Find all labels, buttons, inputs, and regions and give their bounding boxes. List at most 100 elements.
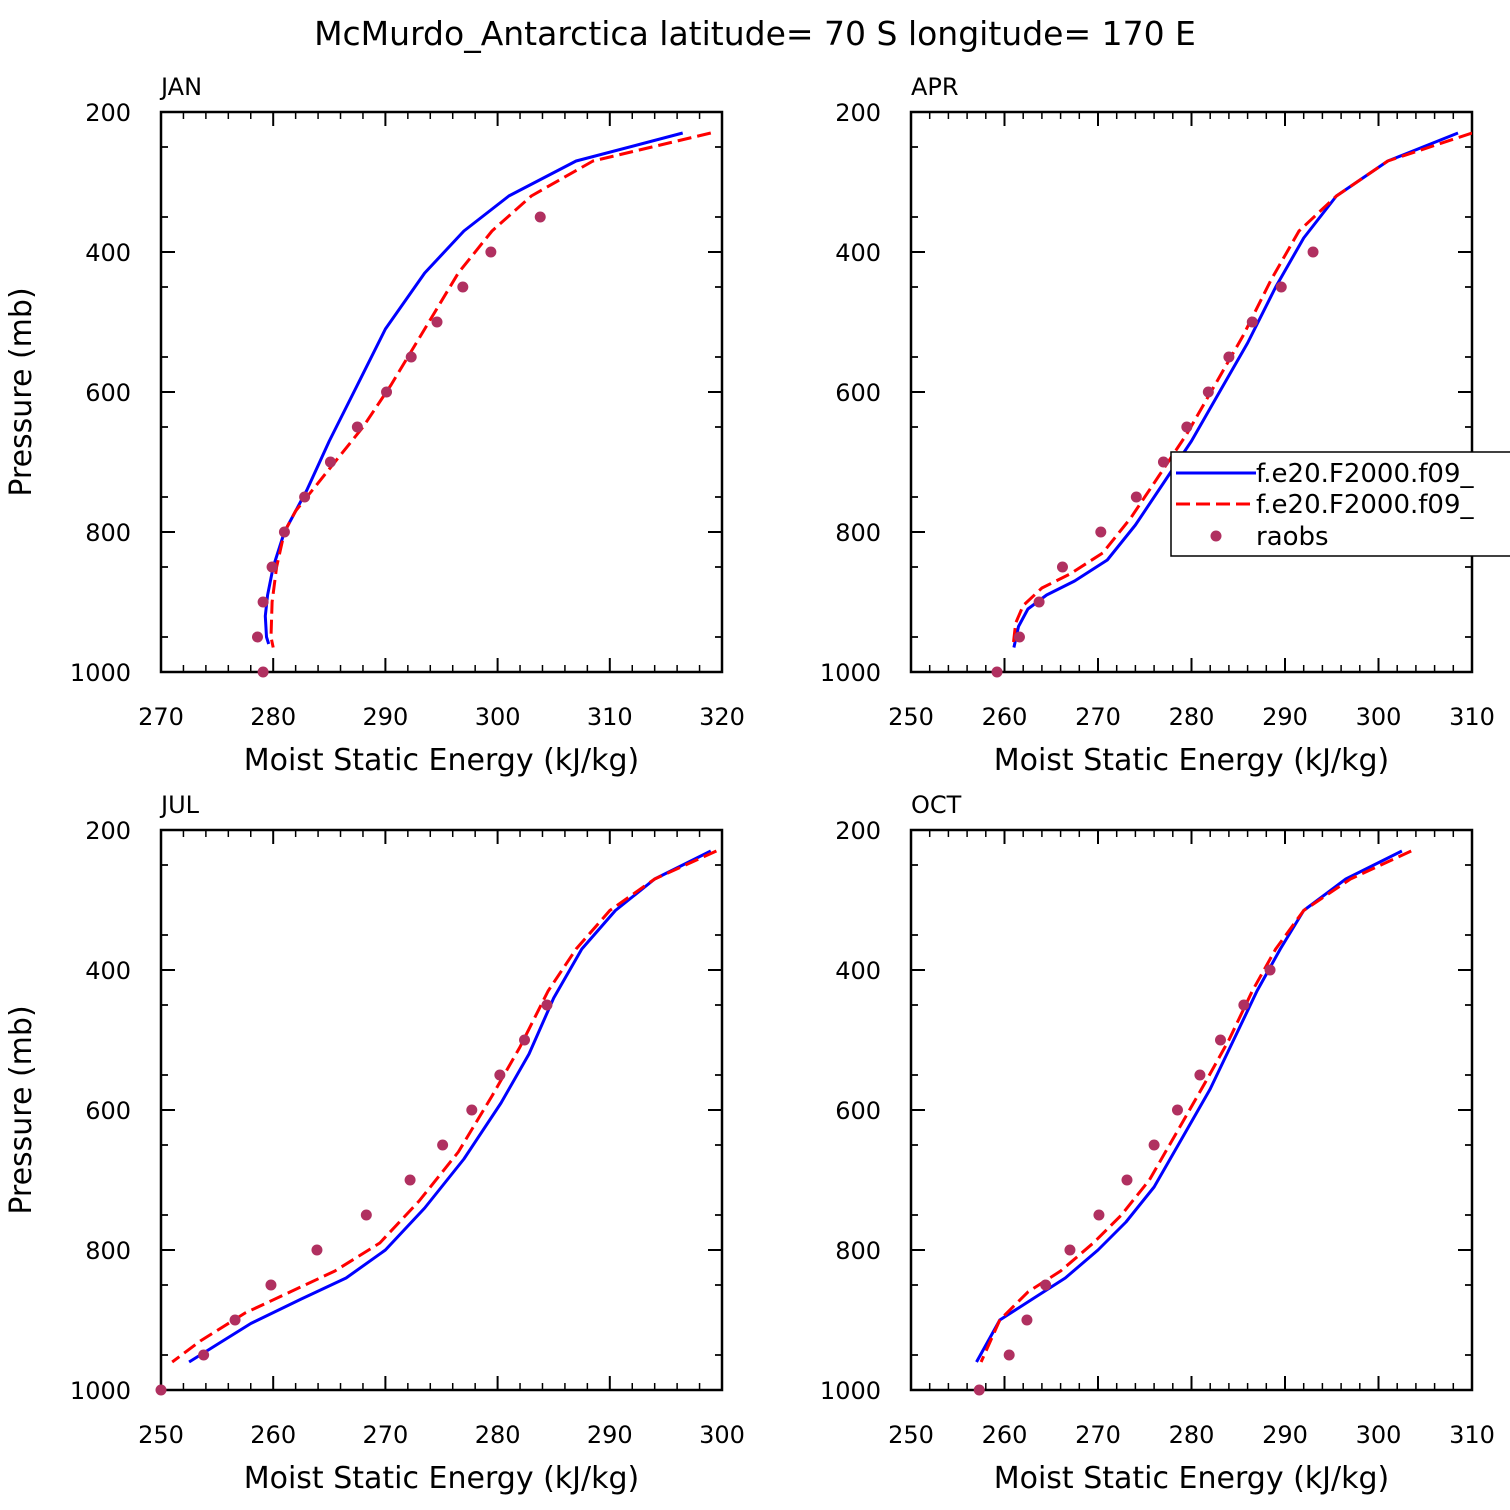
x-tick-label: 280: [1169, 703, 1215, 731]
panel-label: APR: [911, 73, 959, 101]
raobs-point: [229, 1314, 241, 1326]
raobs-point: [1064, 1244, 1076, 1256]
legend-marker: [1210, 530, 1222, 542]
raobs-point: [1013, 631, 1025, 643]
y-tick-label: 800: [85, 1237, 131, 1265]
raobs-point: [1021, 1314, 1033, 1326]
x-axis-label: Moist Static Energy (kJ/kg): [994, 1461, 1390, 1496]
raobs-point: [155, 1384, 167, 1396]
raobs-point: [198, 1349, 210, 1361]
y-tick-label: 600: [835, 1097, 881, 1125]
raobs-point: [1171, 1104, 1183, 1116]
panel-label: JAN: [159, 73, 202, 101]
raobs-point: [1130, 491, 1142, 503]
x-tick-label: 260: [982, 1421, 1028, 1449]
raobs-point: [360, 1209, 372, 1221]
raobs-point: [1033, 596, 1045, 608]
raobs-point: [1223, 351, 1235, 363]
plot-frame: [159, 828, 724, 1392]
raobs-point: [404, 1174, 416, 1186]
raobs-point: [311, 1244, 323, 1256]
raobs-point: [1121, 1174, 1133, 1186]
x-tick-label: 300: [699, 1421, 745, 1449]
y-tick-label: 800: [835, 1237, 881, 1265]
x-axis-label: Moist Static Energy (kJ/kg): [244, 743, 640, 778]
raobs-point: [1238, 999, 1250, 1011]
raobs-point: [1095, 526, 1107, 538]
model-line-solid: [188, 849, 712, 1364]
x-tick-label: 290: [362, 703, 408, 731]
raobs-point: [278, 526, 290, 538]
y-tick-label: 600: [85, 1097, 131, 1125]
plot-frame: [159, 110, 724, 674]
raobs-point: [266, 561, 278, 573]
raobs-point: [1093, 1209, 1105, 1221]
x-tick-label: 270: [362, 1421, 408, 1449]
y-tick-label: 800: [835, 519, 881, 547]
x-tick-label: 250: [888, 703, 934, 731]
x-tick-label: 270: [1075, 703, 1121, 731]
raobs-point: [1246, 316, 1258, 328]
panel-label: JUL: [159, 791, 200, 819]
raobs-point: [437, 1139, 449, 1151]
plot-frame: [909, 110, 1474, 674]
y-tick-label: 1000: [70, 1377, 131, 1405]
model-line-solid: [263, 131, 684, 645]
y-tick-label: 200: [835, 817, 881, 845]
raobs-point: [485, 246, 497, 258]
x-tick-label: 320: [699, 703, 745, 731]
raobs-point: [519, 1034, 531, 1046]
raobs-point: [351, 421, 363, 433]
raobs-point: [381, 386, 393, 398]
x-tick-label: 280: [475, 1421, 521, 1449]
raobs-point: [405, 351, 417, 363]
y-tick-label: 400: [85, 239, 131, 267]
x-tick-label: 310: [1449, 1421, 1495, 1449]
x-tick-label: 300: [475, 703, 521, 731]
y-tick-label: 1000: [820, 659, 881, 687]
legend-label: f.e20.F2000.f09_: [1256, 490, 1474, 520]
y-tick-label: 200: [85, 99, 131, 127]
panel-jan: JAN 270 280 290 300 310 320 200 400 600 800 1000 Moi…: [4, 73, 745, 778]
raobs-point: [1003, 1349, 1015, 1361]
x-tick-label: 300: [1356, 703, 1402, 731]
y-tick-label: 600: [835, 379, 881, 407]
raobs-point: [1056, 561, 1068, 573]
raobs-point: [534, 211, 546, 223]
raobs-point: [1040, 1279, 1052, 1291]
panel-apr: APR 250 260 270 280 290 300 310 200 400 600 800 1000…: [820, 73, 1495, 778]
x-tick-label: 280: [250, 703, 296, 731]
x-tick-label: 300: [1356, 1421, 1402, 1449]
raobs-point: [457, 281, 469, 293]
plot-frame: [909, 828, 1474, 1392]
legend-label: raobs: [1256, 522, 1329, 552]
raobs-point: [431, 316, 443, 328]
y-tick-label: 400: [85, 957, 131, 985]
x-axis-label: Moist Static Energy (kJ/kg): [994, 743, 1390, 778]
x-tick-label: 260: [982, 703, 1028, 731]
x-tick-label: 260: [250, 1421, 296, 1449]
raobs-point: [1307, 246, 1319, 258]
legend: f.e20.F2000.f09_f.e20.F2000.f09_raobs: [1170, 451, 1510, 557]
x-tick-label: 270: [1075, 1421, 1121, 1449]
raobs-point: [973, 1384, 985, 1396]
panel-oct: OCT 250 260 270 280 290 300 310 200 400 600 800 1000…: [820, 791, 1495, 1496]
model-line-dashed: [171, 849, 718, 1364]
x-tick-label: 270: [138, 703, 184, 731]
raobs-point: [466, 1104, 478, 1116]
legend-label: f.e20.F2000.f09_: [1256, 459, 1474, 489]
model-line-solid: [975, 849, 1403, 1363]
y-tick-label: 1000: [70, 659, 131, 687]
y-tick-label: 800: [85, 519, 131, 547]
panel-label: OCT: [911, 791, 962, 819]
model-line-dashed: [269, 131, 712, 648]
y-axis-label: Pressure (mb): [4, 1005, 39, 1214]
x-tick-label: 310: [587, 703, 633, 731]
raobs-point: [1157, 456, 1169, 468]
figure-title: McMurdo_Antarctica latitude= 70 S longit…: [314, 14, 1196, 53]
y-tick-label: 200: [85, 817, 131, 845]
raobs-point: [299, 491, 311, 503]
panels: JAN 270 280 290 300 310 320 200 400 600 800 1000 Moi…: [4, 73, 1495, 1496]
raobs-point: [541, 999, 553, 1011]
